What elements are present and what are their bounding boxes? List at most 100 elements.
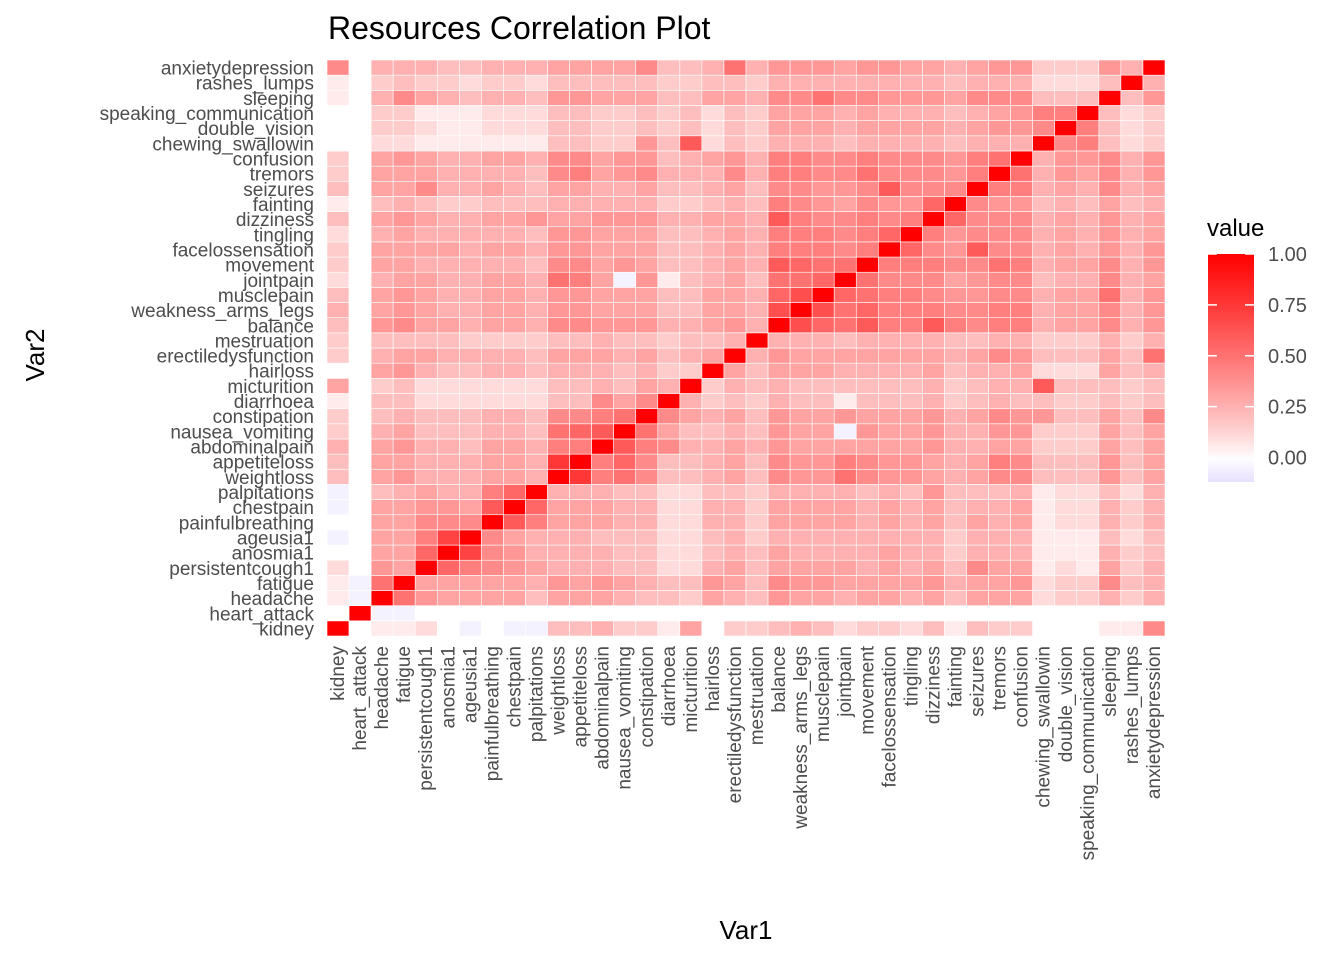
heatmap-cell: [922, 453, 945, 470]
heatmap-cell: [613, 105, 637, 121]
heatmap-cell: [392, 196, 416, 212]
heatmap-cell: [459, 438, 482, 455]
heatmap-cell: [767, 105, 791, 121]
heatmap-cell: [392, 74, 416, 91]
heatmap-cell: [1098, 423, 1122, 440]
heatmap-cell: [657, 514, 681, 531]
y-tick-label: diarrhoea: [234, 392, 315, 413]
heatmap-cell: [547, 484, 570, 500]
heatmap-cell: [370, 590, 394, 606]
heatmap-cell: [745, 226, 769, 243]
y-axis-title: Var2: [20, 329, 50, 382]
heatmap-cell: [613, 559, 637, 576]
heatmap-cell: [569, 180, 592, 197]
heatmap-cell: [789, 74, 813, 91]
heatmap-cell: [392, 317, 416, 334]
heatmap-cell: [900, 302, 923, 318]
heatmap-cell: [348, 150, 372, 167]
heatmap-cell: [503, 74, 526, 91]
heatmap-cell: [701, 438, 725, 455]
heatmap-cell: [547, 529, 570, 546]
heatmap-cell: [1076, 59, 1100, 76]
heatmap-cell: [326, 605, 350, 622]
heatmap-cell: [900, 165, 923, 182]
heatmap-cell: [944, 90, 967, 106]
heatmap-cell: [944, 575, 967, 591]
heatmap-cell: [855, 241, 879, 258]
heatmap-cell: [569, 90, 592, 106]
heatmap-cell: [613, 211, 637, 228]
heatmap-cell: [481, 90, 504, 106]
heatmap-cell: [326, 180, 350, 197]
heatmap-cell: [525, 256, 548, 273]
heatmap-cell: [657, 287, 681, 303]
heatmap-cell: [878, 90, 901, 106]
heatmap-cell: [988, 590, 1011, 606]
heatmap-cell: [348, 605, 372, 622]
heatmap-cell: [591, 453, 614, 470]
heatmap-cell: [1032, 484, 1056, 500]
heatmap-cell: [1076, 256, 1100, 273]
heatmap-cell: [811, 590, 835, 606]
heatmap-cell: [811, 393, 835, 409]
heatmap-cell: [745, 453, 769, 470]
heatmap-cell: [767, 59, 791, 76]
heatmap-cell: [459, 332, 482, 349]
heatmap-cell: [855, 287, 879, 303]
heatmap-cell: [811, 226, 835, 243]
heatmap-cell: [878, 287, 901, 303]
heatmap-cell: [701, 271, 725, 288]
heatmap-cell: [1142, 271, 1166, 288]
heatmap-cell: [613, 332, 637, 349]
heatmap-cell: [547, 575, 570, 591]
heatmap-cell: [459, 559, 482, 576]
y-tick-label: hairloss: [249, 362, 314, 383]
heatmap-cell: [547, 105, 570, 121]
heatmap-cell: [811, 105, 835, 121]
heatmap-cell: [988, 332, 1011, 349]
heatmap-cell: [657, 302, 681, 318]
heatmap-cell: [591, 362, 614, 379]
heatmap-cell: [944, 332, 967, 349]
heatmap-cell: [525, 529, 548, 546]
heatmap-cell: [789, 302, 813, 318]
heatmap-cell: [591, 484, 614, 500]
heatmap-cell: [701, 196, 725, 212]
heatmap-cell: [944, 559, 967, 576]
heatmap-cell: [613, 271, 637, 288]
heatmap-cell: [459, 378, 482, 394]
heatmap-cell: [855, 453, 879, 470]
heatmap-cell: [503, 544, 526, 561]
heatmap-cell: [723, 423, 747, 440]
heatmap-cell: [811, 211, 835, 228]
heatmap-cell: [1142, 105, 1166, 121]
heatmap-cell: [459, 529, 482, 546]
heatmap-cell: [988, 362, 1011, 379]
heatmap-cell: [348, 120, 372, 137]
heatmap-cell: [922, 544, 945, 561]
heatmap-cell: [855, 362, 879, 379]
heatmap-cell: [767, 438, 791, 455]
heatmap-cell: [767, 514, 791, 531]
heatmap-cell: [436, 105, 460, 121]
heatmap-cell: [789, 453, 813, 470]
x-tick-label: hairloss: [703, 646, 724, 711]
heatmap-cell: [436, 620, 460, 637]
heatmap-cell: [944, 105, 967, 121]
x-tick-label: weakness_arms_legs: [791, 646, 812, 830]
heatmap-cell: [481, 590, 504, 606]
heatmap-cell: [525, 332, 548, 349]
heatmap-cell: [326, 332, 350, 349]
heatmap-cell: [1120, 332, 1144, 349]
heatmap-cell: [547, 605, 570, 622]
heatmap-cell: [569, 544, 592, 561]
heatmap-cell: [591, 438, 614, 455]
heatmap-cell: [900, 74, 923, 91]
heatmap-cell: [591, 529, 614, 546]
heatmap-cell: [1032, 241, 1056, 258]
heatmap-cell: [878, 484, 901, 500]
heatmap-cell: [459, 317, 482, 334]
heatmap-cell: [811, 438, 835, 455]
heatmap-cell: [900, 271, 923, 288]
heatmap-cell: [503, 226, 526, 243]
